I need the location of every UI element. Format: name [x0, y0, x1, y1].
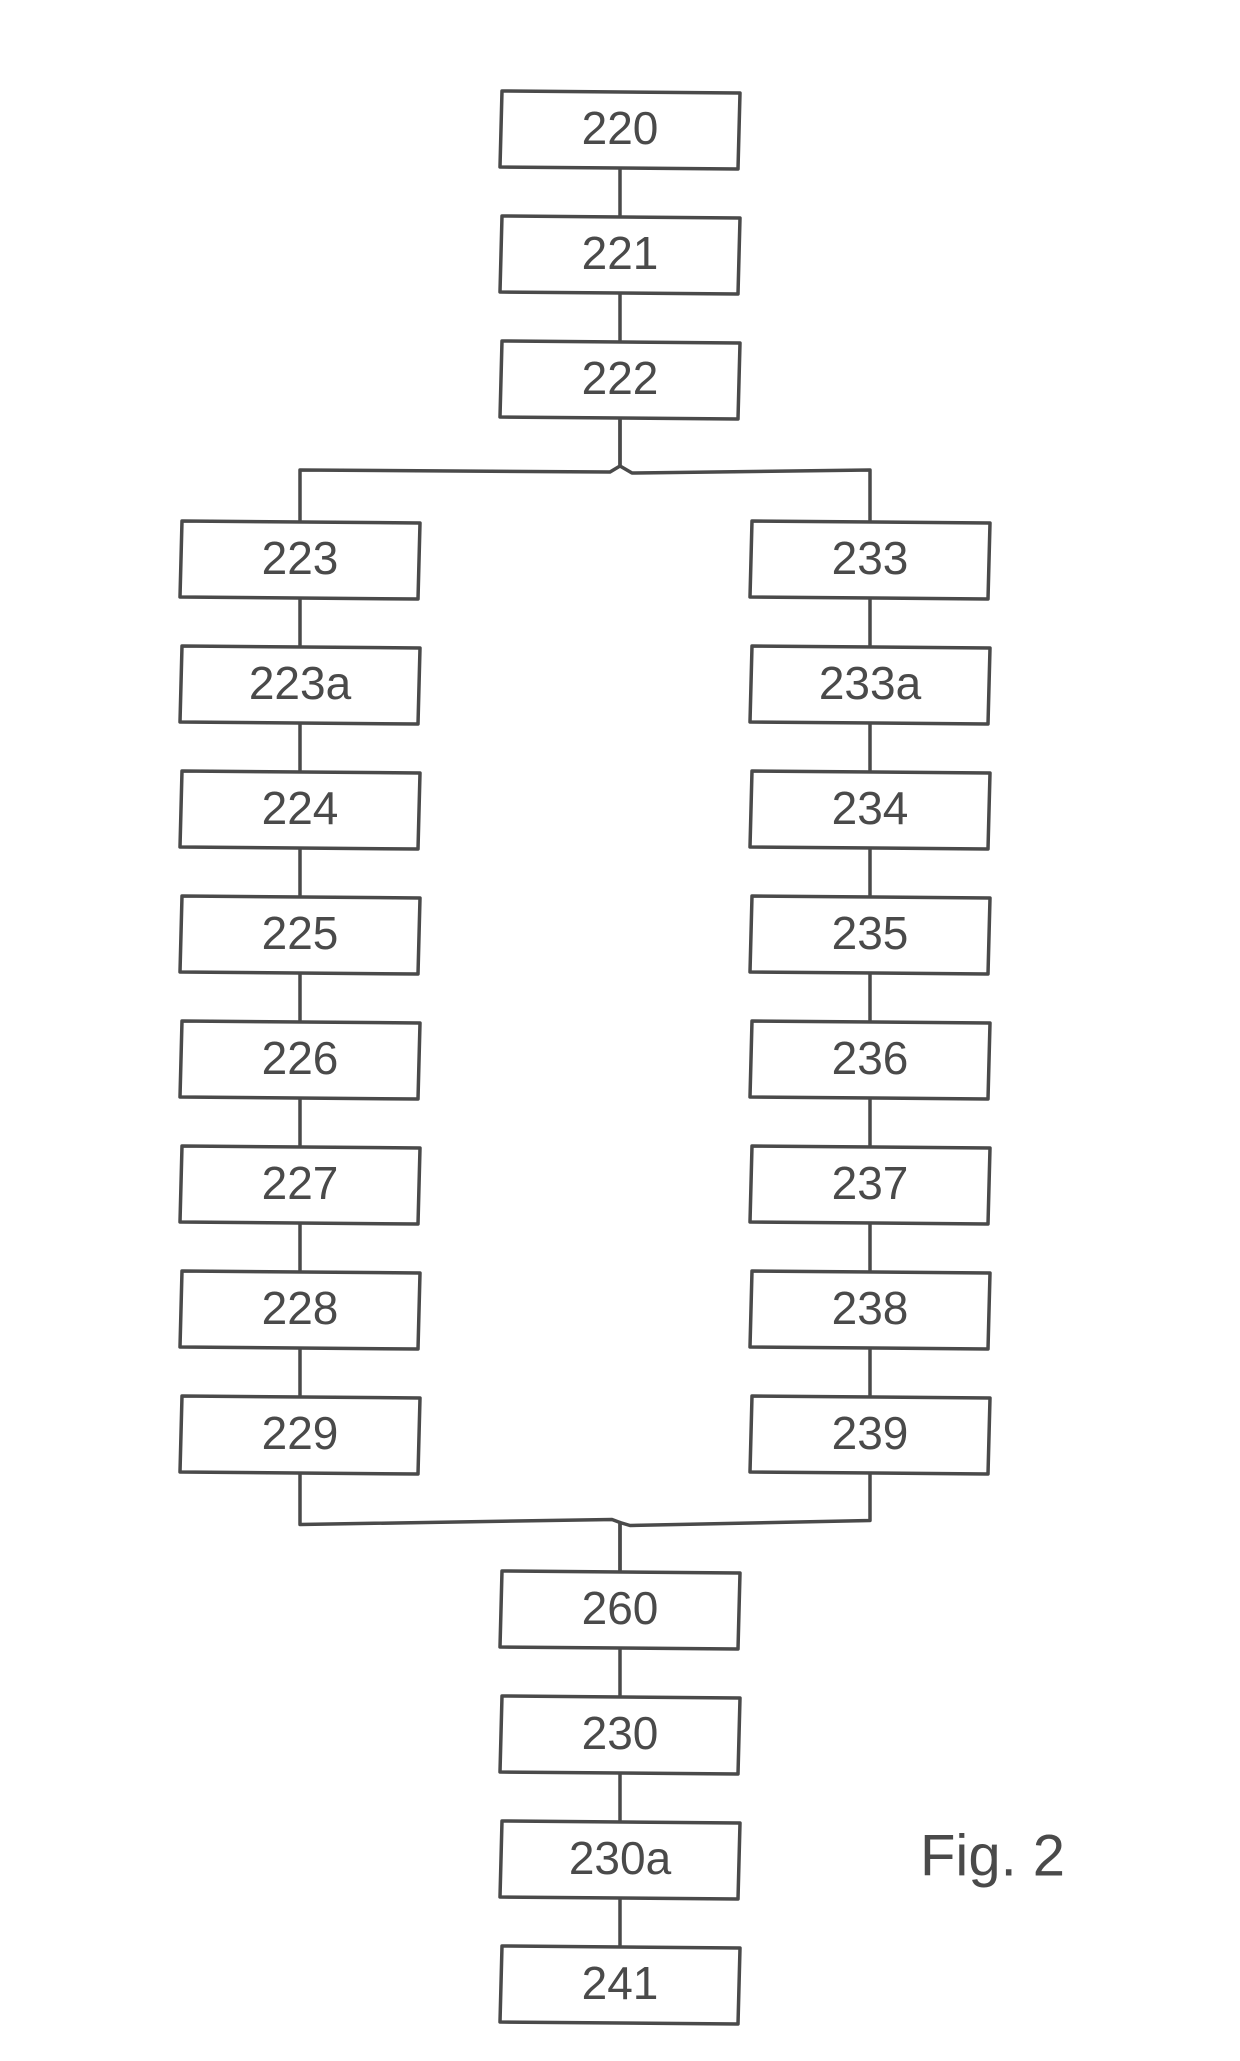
flow-node-label: 228 [262, 1282, 339, 1334]
flow-node-n260: 260 [500, 1571, 740, 1649]
flow-node-label: 233 [832, 532, 909, 584]
flow-node-label: 229 [262, 1407, 339, 1459]
flow-node-n222: 222 [500, 341, 740, 419]
flow-node-n239: 239 [750, 1396, 990, 1474]
flow-node-label: 260 [582, 1582, 659, 1634]
flow-node-label: 234 [832, 782, 909, 834]
flow-node-label: 223 [262, 532, 339, 584]
flow-node-n226: 226 [180, 1021, 420, 1099]
flow-node-n237: 237 [750, 1146, 990, 1224]
flow-node-n236: 236 [750, 1021, 990, 1099]
flow-node-label: 241 [582, 1957, 659, 2009]
flow-node-label: 221 [582, 227, 659, 279]
flow-node-n227: 227 [180, 1146, 420, 1224]
flow-node-label: 237 [832, 1157, 909, 1209]
flow-node-n230a: 230a [500, 1821, 740, 1899]
flow-node-n230: 230 [500, 1696, 740, 1774]
flow-node-n225: 225 [180, 896, 420, 974]
flow-node-label: 230 [582, 1707, 659, 1759]
flow-node-label: 220 [582, 102, 659, 154]
flow-node-n234: 234 [750, 771, 990, 849]
flow-node-label: 224 [262, 782, 339, 834]
flow-node-n235: 235 [750, 896, 990, 974]
flow-node-n224: 224 [180, 771, 420, 849]
flow-node-label: 233a [819, 657, 922, 709]
flow-node-label: 235 [832, 907, 909, 959]
flow-node-label: 223a [249, 657, 352, 709]
flow-node-n241: 241 [500, 1946, 740, 2024]
flow-node-n223a: 223a [180, 646, 420, 724]
flow-node-label: 227 [262, 1157, 339, 1209]
flow-node-n238: 238 [750, 1271, 990, 1349]
flow-node-n228: 228 [180, 1271, 420, 1349]
flowchart-diagram: 220 221 222 223 223a 224 225 226 227 228 229 233 233… [0, 0, 1240, 2061]
flow-node-label: 225 [262, 907, 339, 959]
flow-node-label: 238 [832, 1282, 909, 1334]
flow-node-n221: 221 [500, 216, 740, 294]
flow-node-n233a: 233a [750, 646, 990, 724]
figure-label: Fig. 2 [920, 1823, 1065, 1888]
flow-node-label: 239 [832, 1407, 909, 1459]
flow-node-n233: 233 [750, 521, 990, 599]
flow-node-label: 236 [832, 1032, 909, 1084]
flow-node-n220: 220 [500, 91, 740, 169]
flow-node-label: 226 [262, 1032, 339, 1084]
flow-node-n223: 223 [180, 521, 420, 599]
flow-node-label: 222 [582, 352, 659, 404]
flow-node-n229: 229 [180, 1396, 420, 1474]
flow-node-label: 230a [569, 1832, 672, 1884]
